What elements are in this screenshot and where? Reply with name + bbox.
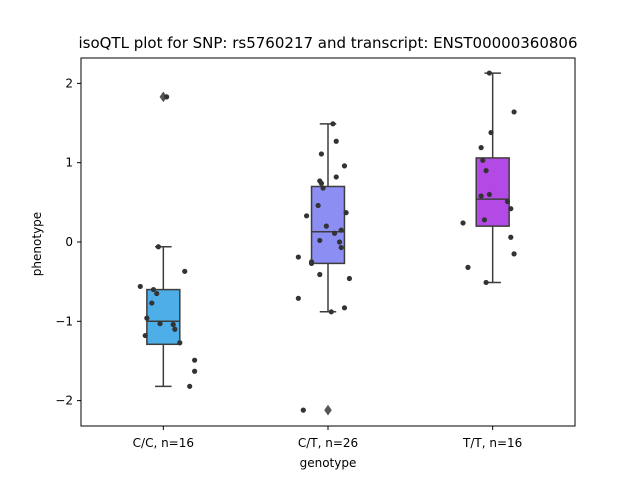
outlier-marker xyxy=(324,404,332,416)
y-tick-label: −2 xyxy=(55,394,73,408)
data-point xyxy=(341,305,348,311)
plot-frame xyxy=(80,57,576,427)
data-point xyxy=(481,217,488,223)
box-body xyxy=(146,288,181,346)
data-point xyxy=(323,223,329,229)
data-point xyxy=(511,109,517,115)
data-point xyxy=(488,129,494,136)
data-point xyxy=(187,383,193,389)
data-point xyxy=(346,275,353,282)
data-point xyxy=(336,239,343,245)
data-point xyxy=(333,138,339,144)
data-point xyxy=(508,206,514,212)
data-point xyxy=(511,251,517,257)
data-point xyxy=(331,230,338,236)
data-point xyxy=(330,121,336,127)
data-point xyxy=(328,309,334,315)
data-point xyxy=(480,157,486,163)
data-point xyxy=(182,268,188,274)
data-point xyxy=(338,227,344,233)
data-point xyxy=(478,193,484,199)
data-point xyxy=(144,315,150,321)
x-tick-label: C/T, n=26 xyxy=(298,436,358,450)
data-point xyxy=(154,290,160,297)
data-point xyxy=(465,264,471,270)
data-point xyxy=(300,407,306,413)
plot-area: −2 −1 0 1 2 C/C, n=16 C/T, n=26 T/T, n=16 xyxy=(55,70,522,450)
data-point xyxy=(317,237,323,244)
data-point xyxy=(483,168,489,174)
data-point xyxy=(155,244,161,250)
data-point xyxy=(478,145,484,151)
data-point xyxy=(486,191,492,198)
x-axis-label: genotype xyxy=(300,456,357,470)
data-point xyxy=(295,295,301,301)
data-point xyxy=(177,340,183,346)
data-point xyxy=(315,202,321,209)
data-point xyxy=(460,220,466,226)
data-point xyxy=(343,210,349,216)
data-point xyxy=(483,279,489,286)
data-point xyxy=(303,213,310,219)
data-point xyxy=(318,180,325,186)
y-tick-label: −1 xyxy=(55,314,73,328)
y-axis-label: phenotype xyxy=(30,212,44,276)
x-tick-label: T/T, n=16 xyxy=(462,436,522,450)
data-point xyxy=(504,198,511,205)
data-point xyxy=(192,357,198,363)
data-point xyxy=(317,271,323,278)
box-body xyxy=(475,157,510,227)
data-point xyxy=(164,94,170,100)
data-point xyxy=(508,234,514,240)
data-point xyxy=(157,321,163,327)
data-point xyxy=(320,185,326,191)
data-point xyxy=(137,283,143,290)
data-point xyxy=(170,321,176,328)
data-point xyxy=(142,332,148,339)
data-point xyxy=(295,254,301,260)
data-point xyxy=(338,244,344,251)
x-tick-label: C/C, n=16 xyxy=(133,436,194,450)
y-tick-label: 1 xyxy=(65,156,73,170)
data-point xyxy=(149,300,155,306)
data-point xyxy=(318,151,325,157)
y-tick-label: 0 xyxy=(65,235,73,249)
data-point xyxy=(172,326,178,332)
data-point xyxy=(308,259,315,265)
data-point xyxy=(333,174,339,180)
data-point xyxy=(341,163,348,169)
data-point xyxy=(486,70,492,76)
chart-title: isoQTL plot for SNP: rs5760217 and trans… xyxy=(78,34,577,52)
data-point xyxy=(192,368,198,374)
data-point xyxy=(150,286,157,293)
y-tick-label: 2 xyxy=(65,76,73,90)
